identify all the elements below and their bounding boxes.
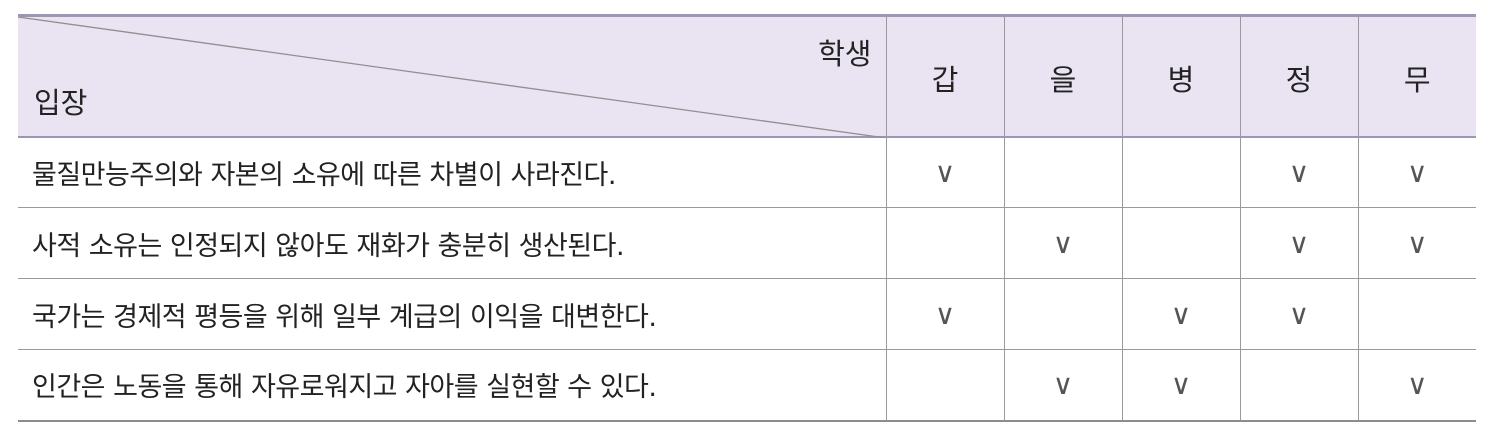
student-header: 을 [1003, 14, 1123, 138]
statement-cell: 물질만능주의와 자본의 소유에 따른 차별이 사라진다. [18, 136, 887, 208]
check-cell: ∨ [1121, 349, 1241, 422]
check-cell: ∨ [1121, 278, 1241, 350]
check-cell [885, 207, 1005, 279]
check-cell: ∨ [1239, 207, 1359, 279]
check-cell [1239, 349, 1359, 422]
check-cell: ∨ [1357, 349, 1476, 422]
check-cell: ∨ [1239, 278, 1359, 350]
check-cell: ∨ [1239, 136, 1359, 208]
student-header: 병 [1121, 14, 1241, 138]
corner-header-cell: 학생 입장 [18, 14, 887, 138]
student-header: 정 [1239, 14, 1359, 138]
table-row: 국가는 경제적 평등을 위해 일부 계급의 이익을 대변한다. ∨ ∨ ∨ [18, 278, 1476, 350]
statement-cell: 인간은 노동을 통해 자유로워지고 자아를 실현할 수 있다. [18, 349, 887, 422]
student-header: 무 [1357, 14, 1476, 138]
statement-cell: 국가는 경제적 평등을 위해 일부 계급의 이익을 대변한다. [18, 278, 887, 350]
student-position-table: 학생 입장 갑 을 병 정 무 물질만능주의와 자본의 소유에 따른 차별이 사… [18, 14, 1476, 422]
corner-label-student: 학생 [818, 37, 872, 71]
student-header: 갑 [885, 14, 1005, 138]
diagonal-divider-line [18, 17, 886, 138]
check-cell [1357, 278, 1476, 350]
header-row: 학생 입장 갑 을 병 정 무 [18, 14, 1476, 138]
table-row: 사적 소유는 인정되지 않아도 재화가 충분히 생산된다. ∨ ∨ ∨ [18, 207, 1476, 279]
check-cell: ∨ [1003, 349, 1123, 422]
check-cell: ∨ [1357, 136, 1476, 208]
check-cell: ∨ [1003, 207, 1123, 279]
table-container: 학생 입장 갑 을 병 정 무 물질만능주의와 자본의 소유에 따른 차별이 사… [18, 14, 1476, 422]
check-cell [885, 349, 1005, 422]
corner-label-position: 입장 [34, 85, 88, 120]
check-cell [1121, 136, 1241, 208]
check-cell: ∨ [885, 136, 1005, 208]
statement-cell: 사적 소유는 인정되지 않아도 재화가 충분히 생산된다. [18, 207, 887, 279]
table-row: 인간은 노동을 통해 자유로워지고 자아를 실현할 수 있다. ∨ ∨ ∨ [18, 349, 1476, 422]
table-row: 물질만능주의와 자본의 소유에 따른 차별이 사라진다. ∨ ∨ ∨ [18, 136, 1476, 208]
check-cell [1003, 278, 1123, 350]
check-cell: ∨ [885, 278, 1005, 350]
check-cell [1121, 207, 1241, 279]
check-cell: ∨ [1357, 207, 1476, 279]
check-cell [1003, 136, 1123, 208]
